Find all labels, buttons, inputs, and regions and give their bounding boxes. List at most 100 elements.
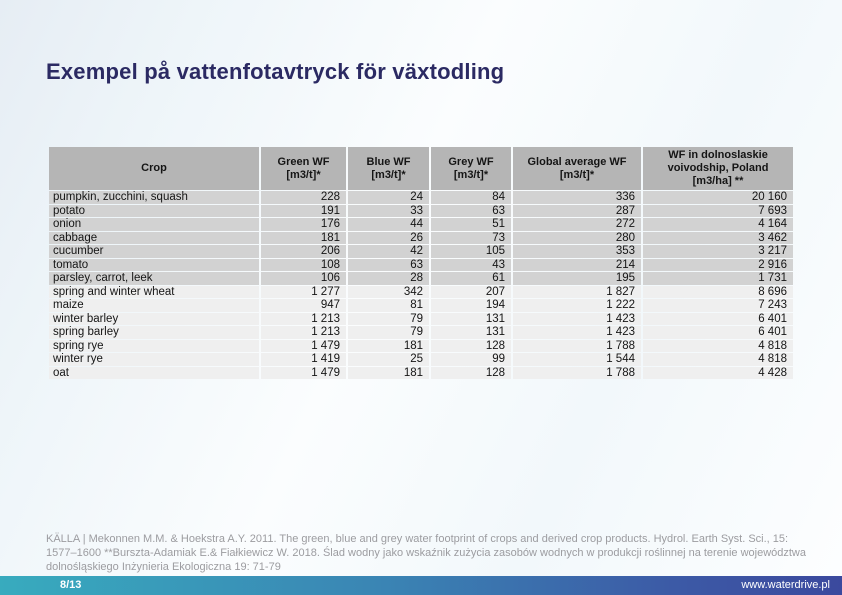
- cell-poland-wf: 3 462: [643, 231, 793, 244]
- cell-crop-name: maize: [49, 299, 259, 312]
- column-header-global-avg-wf: Global average WF [m3/t]*: [513, 147, 641, 190]
- cell-global-avg-wf: 1 423: [513, 312, 641, 325]
- cell-grey-wf: 51: [431, 218, 511, 231]
- table-row: maize 947 81 194 1 222 7 243: [49, 299, 793, 312]
- cell-global-avg-wf: 214: [513, 258, 641, 271]
- table-row: cabbage 181 26 73 280 3 462: [49, 231, 793, 244]
- cell-crop-name: winter barley: [49, 312, 259, 325]
- cell-grey-wf: 73: [431, 231, 511, 244]
- cell-blue-wf: 79: [348, 312, 429, 325]
- cell-green-wf: 1 479: [261, 366, 346, 379]
- table-row: parsley, carrot, leek 106 28 61 195 1 731: [49, 272, 793, 285]
- cell-grey-wf: 43: [431, 258, 511, 271]
- table-row: cucumber 206 42 105 353 3 217: [49, 245, 793, 258]
- cell-grey-wf: 84: [431, 191, 511, 204]
- table-row: onion 176 44 51 272 4 164: [49, 218, 793, 231]
- cell-green-wf: 947: [261, 299, 346, 312]
- cell-green-wf: 191: [261, 204, 346, 217]
- cell-blue-wf: 26: [348, 231, 429, 244]
- cell-poland-wf: 7 243: [643, 299, 793, 312]
- cell-global-avg-wf: 1 788: [513, 366, 641, 379]
- table-row: winter rye 1 419 25 99 1 544 4 818: [49, 353, 793, 366]
- cell-crop-name: pumpkin, zucchini, squash: [49, 191, 259, 204]
- cell-green-wf: 228: [261, 191, 346, 204]
- table-row: winter barley 1 213 79 131 1 423 6 401: [49, 312, 793, 325]
- cell-green-wf: 1 277: [261, 285, 346, 298]
- cell-green-wf: 1 419: [261, 353, 346, 366]
- cell-green-wf: 1 213: [261, 312, 346, 325]
- cell-green-wf: 106: [261, 272, 346, 285]
- cell-poland-wf: 1 731: [643, 272, 793, 285]
- column-header-grey-wf: Grey WF [m3/t]*: [431, 147, 511, 190]
- cell-grey-wf: 131: [431, 312, 511, 325]
- table-header-row: Crop Green WF [m3/t]* Blue WF [m3/t]* Gr…: [49, 147, 793, 190]
- cell-grey-wf: 128: [431, 366, 511, 379]
- cell-global-avg-wf: 1 222: [513, 299, 641, 312]
- table-row: pumpkin, zucchini, squash 228 24 84 336 20 16…: [49, 191, 793, 204]
- source-citation: KÄLLA | Mekonnen M.M. & Hoekstra A.Y. 20…: [46, 533, 806, 573]
- cell-green-wf: 181: [261, 231, 346, 244]
- cell-grey-wf: 63: [431, 204, 511, 217]
- cell-global-avg-wf: 353: [513, 245, 641, 258]
- column-header-crop: Crop: [49, 147, 259, 190]
- cell-crop-name: onion: [49, 218, 259, 231]
- cell-global-avg-wf: 1 544: [513, 353, 641, 366]
- cell-green-wf: 108: [261, 258, 346, 271]
- table-row: spring rye 1 479 181 128 1 788 4 818: [49, 339, 793, 352]
- cell-crop-name: spring and winter wheat: [49, 285, 259, 298]
- table-row: spring and winter wheat 1 277 342 207 1 827 8…: [49, 285, 793, 298]
- cell-blue-wf: 28: [348, 272, 429, 285]
- cell-grey-wf: 105: [431, 245, 511, 258]
- cell-grey-wf: 99: [431, 353, 511, 366]
- cell-global-avg-wf: 336: [513, 191, 641, 204]
- cell-blue-wf: 342: [348, 285, 429, 298]
- cell-poland-wf: 7 693: [643, 204, 793, 217]
- cell-blue-wf: 44: [348, 218, 429, 231]
- table-row: spring barley 1 213 79 131 1 423 6 401: [49, 326, 793, 339]
- cell-blue-wf: 42: [348, 245, 429, 258]
- cell-global-avg-wf: 280: [513, 231, 641, 244]
- cell-grey-wf: 207: [431, 285, 511, 298]
- cell-green-wf: 1 479: [261, 339, 346, 352]
- cell-poland-wf: 8 696: [643, 285, 793, 298]
- column-header-green-wf: Green WF [m3/t]*: [261, 147, 346, 190]
- cell-poland-wf: 6 401: [643, 326, 793, 339]
- page-number: 8/13: [60, 579, 82, 591]
- cell-grey-wf: 194: [431, 299, 511, 312]
- cell-poland-wf: 2 916: [643, 258, 793, 271]
- cell-global-avg-wf: 1 423: [513, 326, 641, 339]
- cell-crop-name: winter rye: [49, 353, 259, 366]
- cell-crop-name: cucumber: [49, 245, 259, 258]
- cell-poland-wf: 6 401: [643, 312, 793, 325]
- table-row: tomato 108 63 43 214 2 916: [49, 258, 793, 271]
- cell-crop-name: spring rye: [49, 339, 259, 352]
- table-row: oat 1 479 181 128 1 788 4 428: [49, 366, 793, 379]
- cell-crop-name: oat: [49, 366, 259, 379]
- cell-global-avg-wf: 195: [513, 272, 641, 285]
- cell-crop-name: potato: [49, 204, 259, 217]
- cell-blue-wf: 79: [348, 326, 429, 339]
- cell-poland-wf: 20 160: [643, 191, 793, 204]
- cell-crop-name: parsley, carrot, leek: [49, 272, 259, 285]
- cell-crop-name: cabbage: [49, 231, 259, 244]
- cell-poland-wf: 4 428: [643, 366, 793, 379]
- cell-grey-wf: 128: [431, 339, 511, 352]
- table-body: pumpkin, zucchini, squash 228 24 84 336 20 16…: [49, 191, 793, 379]
- cell-blue-wf: 63: [348, 258, 429, 271]
- website-url: www.waterdrive.pl: [741, 579, 830, 591]
- water-footprint-table: Crop Green WF [m3/t]* Blue WF [m3/t]* Gr…: [47, 146, 795, 380]
- cell-green-wf: 1 213: [261, 326, 346, 339]
- cell-green-wf: 206: [261, 245, 346, 258]
- cell-poland-wf: 4 818: [643, 353, 793, 366]
- cell-global-avg-wf: 1 788: [513, 339, 641, 352]
- cell-global-avg-wf: 272: [513, 218, 641, 231]
- cell-poland-wf: 4 818: [643, 339, 793, 352]
- cell-grey-wf: 61: [431, 272, 511, 285]
- cell-poland-wf: 4 164: [643, 218, 793, 231]
- cell-blue-wf: 181: [348, 339, 429, 352]
- cell-global-avg-wf: 287: [513, 204, 641, 217]
- column-header-blue-wf: Blue WF [m3/t]*: [348, 147, 429, 190]
- cell-grey-wf: 131: [431, 326, 511, 339]
- cell-green-wf: 176: [261, 218, 346, 231]
